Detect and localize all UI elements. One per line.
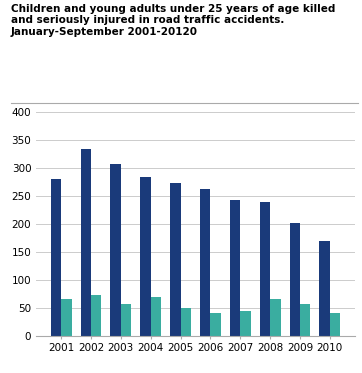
Bar bbox=[230, 200, 240, 336]
Bar bbox=[121, 304, 131, 336]
Bar bbox=[140, 177, 151, 336]
Bar bbox=[319, 241, 330, 336]
Bar bbox=[80, 149, 91, 336]
Text: Children and young adults under 25 years of age killed
and seriously injured in : Children and young adults under 25 years… bbox=[11, 4, 335, 37]
Bar bbox=[270, 299, 281, 336]
Bar bbox=[240, 311, 251, 336]
Bar bbox=[61, 299, 72, 336]
Bar bbox=[300, 304, 311, 336]
Bar bbox=[51, 179, 61, 336]
Bar bbox=[290, 223, 300, 336]
Bar bbox=[260, 202, 270, 336]
Bar bbox=[181, 308, 191, 336]
Bar bbox=[170, 183, 181, 336]
Bar bbox=[110, 164, 121, 336]
Bar bbox=[91, 295, 101, 336]
Bar bbox=[200, 189, 210, 336]
Bar bbox=[330, 313, 340, 336]
Bar bbox=[210, 313, 221, 336]
Bar bbox=[151, 297, 161, 336]
